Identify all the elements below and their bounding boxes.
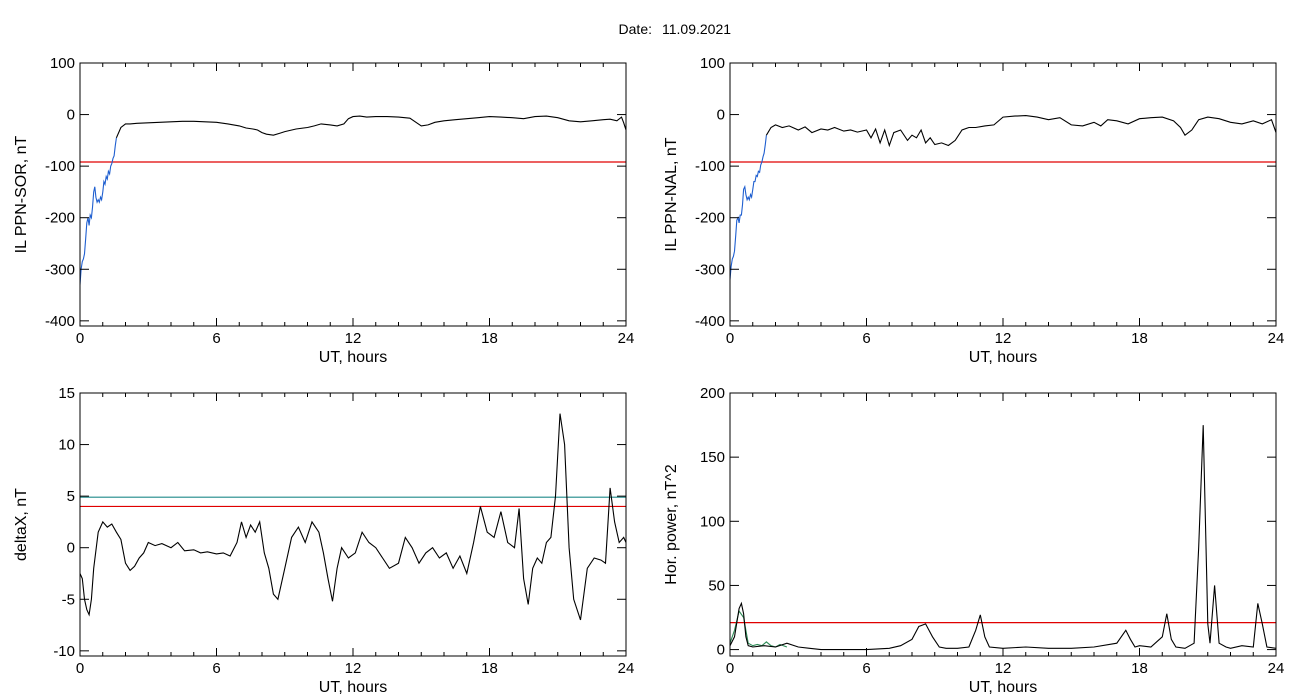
x-tick-label: 12 (995, 330, 1012, 347)
chart-hor-power: 0 6 12 18 24 0 50 100 150 200 UT, hours Hor. power,… (663, 385, 1284, 696)
x-axis-label: UT, hours (969, 349, 1037, 366)
y-axis-label: Hor. power, nT^2 (663, 464, 680, 585)
plot-frame (729, 62, 1277, 327)
y-tick-label: 0 (67, 540, 75, 557)
y-tick-label: -300 (45, 261, 75, 278)
x-tick-label: 6 (862, 660, 870, 677)
x-tick-label: 24 (618, 330, 635, 347)
y-tick-label: 100 (700, 513, 725, 530)
plot-frame (729, 392, 1277, 657)
y-tick-label: -200 (695, 210, 725, 227)
x-tick-label: 12 (345, 660, 362, 677)
series-line (730, 609, 788, 648)
y-tick-label: -400 (45, 313, 75, 330)
series-line (80, 413, 626, 621)
x-tick-label: 0 (76, 660, 84, 677)
x-tick-label: 18 (481, 330, 498, 347)
y-tick-label: 0 (717, 642, 725, 659)
y-tick-label: -400 (695, 313, 725, 330)
y-tick-label: 200 (700, 385, 725, 402)
x-tick-label: 24 (1268, 330, 1285, 347)
x-tick-label: 6 (212, 660, 220, 677)
y-tick-label: -300 (695, 261, 725, 278)
series-line (115, 115, 626, 139)
date-label: Date: (619, 21, 652, 37)
x-tick-label: 0 (726, 330, 734, 347)
y-tick-label: 100 (50, 55, 75, 72)
y-tick-label: -100 (45, 158, 75, 175)
x-tick-label: 6 (212, 330, 220, 347)
x-tick-label: 0 (76, 330, 84, 347)
x-tick-label: 18 (481, 660, 498, 677)
series-line (730, 135, 767, 280)
y-axis-label: deltaX, nT (13, 488, 30, 561)
x-axis-label: UT, hours (319, 679, 387, 696)
y-tick-label: -10 (53, 643, 75, 660)
x-axis-label: UT, hours (969, 679, 1037, 696)
x-tick-label: 12 (345, 330, 362, 347)
chart-deltax: 0 6 12 18 24 -10 -5 0 5 10 15 UT, hours deltaX, nT (13, 385, 634, 696)
y-axis-label: IL PPN-SOR, nT (13, 135, 30, 253)
y-tick-label: -5 (62, 591, 75, 608)
y-tick-label: 50 (708, 577, 725, 594)
x-tick-label: 18 (1131, 660, 1148, 677)
series-line (765, 115, 1276, 148)
y-tick-label: 10 (58, 437, 75, 454)
y-tick-label: -100 (695, 158, 725, 175)
x-tick-label: 6 (862, 330, 870, 347)
y-tick-label: 0 (717, 107, 725, 124)
y-tick-label: 100 (700, 55, 725, 72)
date-value: 11.09.2021 (662, 21, 731, 37)
chart-il-sor: 0 6 12 18 24 -400 -300 -200 -100 0 100 UT, hours IL … (13, 55, 634, 366)
x-tick-label: 24 (1268, 660, 1285, 677)
x-tick-label: 0 (726, 660, 734, 677)
chart-il-nal: 0 6 12 18 24 -400 -300 -200 -100 0 100 UT, hours IL … (663, 55, 1284, 366)
x-tick-label: 12 (995, 660, 1012, 677)
y-tick-label: 0 (67, 107, 75, 124)
series-line (730, 425, 1276, 651)
x-tick-label: 24 (618, 660, 635, 677)
plot-frame (79, 62, 627, 327)
plot-frame (79, 392, 627, 657)
series-line (80, 137, 117, 285)
y-tick-label: 5 (67, 488, 75, 505)
x-tick-label: 18 (1131, 330, 1148, 347)
x-axis-label: UT, hours (319, 349, 387, 366)
y-tick-label: 15 (58, 385, 75, 402)
y-tick-label: 150 (700, 449, 725, 466)
y-tick-label: -200 (45, 210, 75, 227)
y-axis-label: IL PPN-NAL, nT (663, 137, 680, 251)
